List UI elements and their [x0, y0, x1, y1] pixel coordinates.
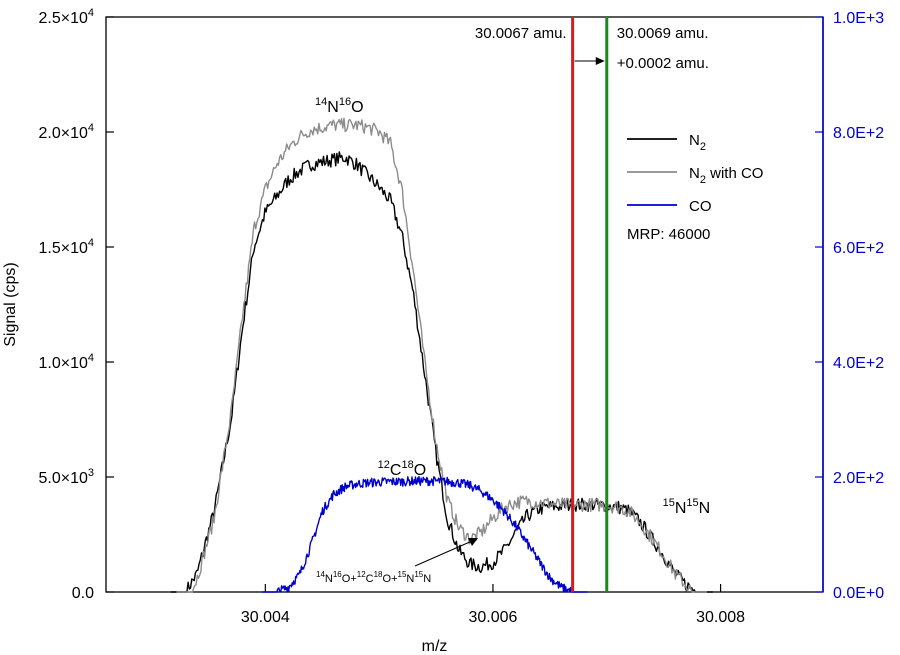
- x-axis-label: m/z: [422, 638, 448, 655]
- peak-label: 15N15N: [663, 497, 711, 517]
- y-tick-mantissa: 5.0×10: [38, 470, 87, 487]
- overlap-label-text: O+: [383, 573, 398, 585]
- peak-label: 14N16O: [315, 96, 364, 116]
- legend-label-text: with CO: [706, 165, 764, 182]
- x-tick-label: 30.008: [696, 609, 745, 626]
- y-tick-exponent: 4: [88, 122, 94, 134]
- y-tick-mantissa: 1.0×10: [38, 355, 87, 372]
- y-tick-label: 2.5×104: [38, 7, 94, 27]
- overlap-label-text: O+: [342, 573, 357, 585]
- legend-note: MRP: 46000: [627, 226, 710, 243]
- overlap-label-text: N: [325, 573, 333, 585]
- overlap-label-sup: 18: [374, 570, 383, 579]
- y-tick-label: 1.5×104: [38, 237, 94, 257]
- shift-arrow-head: [595, 57, 605, 65]
- overlap-arrow-head: [468, 538, 478, 546]
- peak-label-sup: 16: [339, 96, 351, 108]
- y-tick-exponent: 4: [88, 352, 94, 364]
- y-tick-label: 2.0×104: [38, 122, 94, 142]
- overlap-label-sup: 15: [414, 570, 423, 579]
- y-tick-label: 1.0×104: [38, 352, 94, 372]
- overlap-label-sup: 14: [316, 570, 325, 579]
- peak-label-sup: 15: [686, 497, 698, 509]
- peak-label-sup: 18: [401, 459, 413, 471]
- peak-label-text: N: [675, 500, 687, 517]
- legend-label-text: CO: [689, 198, 712, 215]
- series-line: [170, 151, 713, 593]
- overlap-label-text: C: [366, 573, 374, 585]
- peak-label-sup: 15: [663, 497, 675, 509]
- overlap-arrow-line: [414, 540, 473, 567]
- peak-label: 12C18O: [378, 459, 427, 479]
- series-layer: [170, 117, 713, 593]
- marker-lines: 30.0067 amu. 30.0069 amu. +0.0002 amu.: [475, 17, 709, 592]
- y2-tick-label: 4.0E+2: [833, 355, 884, 372]
- legend-label-text: N: [689, 165, 700, 182]
- y2-tick-label: 2.0E+2: [833, 470, 884, 487]
- y2-tick-label: 0.0E+0: [833, 585, 884, 602]
- x-tick-label: 30.004: [241, 609, 290, 626]
- y-tick-label: 5.0×103: [38, 467, 94, 487]
- y-tick-mantissa: 0.0: [72, 585, 94, 602]
- y-axis-label: Signal (cps): [2, 262, 19, 346]
- legend-label-text: N: [689, 132, 700, 149]
- y-tick-mantissa: 2.5×10: [38, 10, 87, 27]
- y-tick-exponent: 4: [88, 7, 94, 19]
- overlap-label-text: N: [423, 573, 431, 585]
- legend-label: N2 with CO: [689, 165, 763, 186]
- overlap-label-sup: 16: [333, 570, 342, 579]
- overlap-label: 14N16O+12C18O+15N15N: [316, 570, 431, 585]
- y2-tick-label: 8.0E+2: [833, 125, 884, 142]
- peak-label-text: O: [351, 99, 363, 116]
- series-line: [261, 475, 588, 593]
- peak-label-text: C: [390, 462, 402, 479]
- shift-label: +0.0002 amu.: [617, 55, 709, 72]
- peak-label-text: N: [699, 500, 711, 517]
- overlap-label-sup: 12: [357, 570, 366, 579]
- legend-label-sub: 2: [700, 141, 706, 153]
- x-tick-label: 30.006: [468, 609, 517, 626]
- peak-label-sup: 12: [378, 459, 390, 471]
- y-tick-mantissa: 1.5×10: [38, 240, 87, 257]
- y-tick-exponent: 4: [88, 237, 94, 249]
- y-tick-mantissa: 2.0×10: [38, 125, 87, 142]
- legend-label: CO: [689, 198, 712, 215]
- y-tick-exponent: 3: [88, 467, 94, 479]
- series-line: [176, 117, 708, 593]
- marker-label: 30.0067 amu.: [475, 25, 567, 42]
- plot-frame: [105, 16, 824, 593]
- overlap-label-text: N: [406, 573, 414, 585]
- axes: 30.004 30.006 30.008m/z0.05.0×1031.0×1041.…: [2, 7, 884, 655]
- legend-label: N2: [689, 132, 706, 153]
- y2-tick-label: 6.0E+2: [833, 240, 884, 257]
- y-tick-label: 0.0: [72, 585, 94, 602]
- legend-label-sub: 2: [700, 174, 706, 186]
- peak-label-sup: 14: [315, 96, 327, 108]
- overlap-label-sup: 15: [398, 570, 407, 579]
- peak-label-text: O: [414, 462, 426, 479]
- marker-label: 30.0069 amu.: [617, 25, 709, 42]
- peak-label-text: N: [327, 99, 339, 116]
- y2-tick-label: 1.0E+3: [833, 10, 884, 27]
